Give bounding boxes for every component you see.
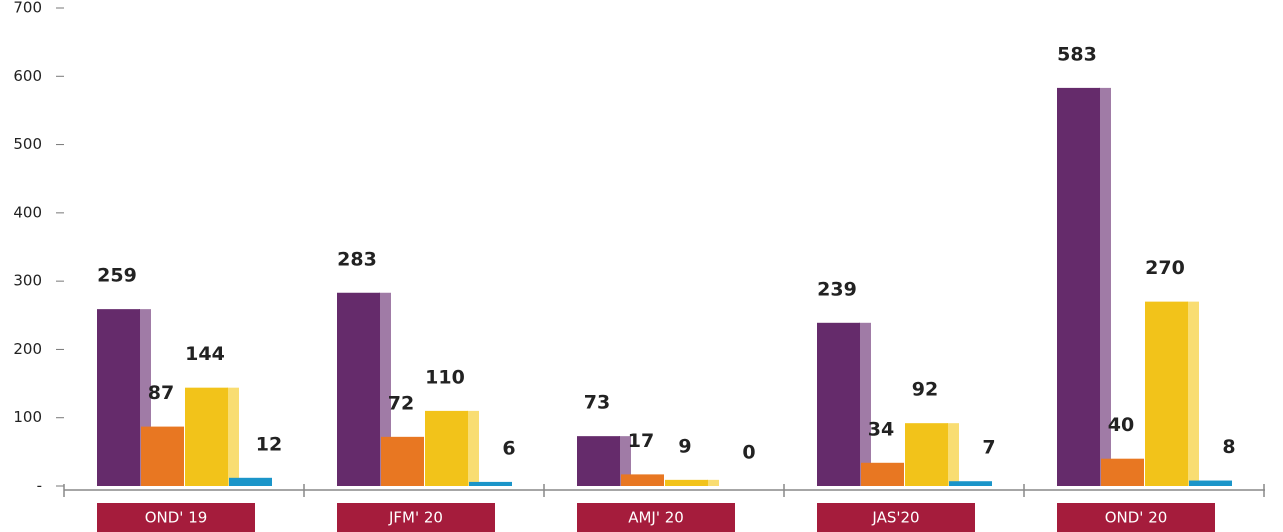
bar <box>1145 301 1188 486</box>
value-label: 72 <box>388 392 414 414</box>
bar <box>621 474 664 486</box>
value-label: 144 <box>185 343 225 365</box>
category-box <box>817 503 975 532</box>
bar <box>577 436 620 486</box>
bar-side <box>947 423 959 486</box>
x-tick-label: OND' 20 <box>1105 509 1168 527</box>
bar <box>185 387 228 486</box>
bar-side <box>859 322 871 486</box>
bar-side <box>619 436 631 486</box>
value-label: 110 <box>425 366 465 388</box>
y-tick-label: 500 <box>13 135 42 153</box>
value-label: 259 <box>97 265 137 287</box>
category-box <box>97 503 255 532</box>
value-label: 87 <box>148 382 174 404</box>
x-tick-label: OND' 19 <box>145 509 208 527</box>
value-label: 7 <box>982 437 995 459</box>
y-tick-label: 300 <box>13 272 42 290</box>
y-tick-label: 200 <box>13 340 42 358</box>
bar <box>905 423 948 486</box>
value-label: 12 <box>256 433 282 455</box>
value-label: 239 <box>817 278 857 300</box>
bar-side <box>707 479 719 486</box>
bar <box>469 481 512 486</box>
bar <box>97 309 140 486</box>
bar <box>141 426 184 486</box>
x-tick-label: AMJ' 20 <box>628 509 684 527</box>
y-tick-label: 100 <box>13 408 42 426</box>
bar-side <box>467 410 479 486</box>
bar-side <box>227 387 239 486</box>
category-box <box>1057 503 1215 532</box>
value-label: 8 <box>1222 436 1235 458</box>
bar <box>229 477 272 486</box>
bar <box>861 462 904 486</box>
bar <box>1189 480 1232 486</box>
bar <box>425 410 468 486</box>
bar <box>381 436 424 486</box>
y-tick-label: - <box>37 477 42 495</box>
y-tick-label: 600 <box>13 67 42 85</box>
value-label: 34 <box>868 418 894 440</box>
bar <box>665 479 708 486</box>
x-tick-label: JAS'20 <box>871 509 919 527</box>
value-label: 92 <box>912 379 938 401</box>
value-label: 0 <box>742 442 755 464</box>
value-label: 583 <box>1057 43 1097 65</box>
value-label: 73 <box>584 392 610 414</box>
bar <box>949 481 992 486</box>
y-tick-label: 400 <box>13 203 42 221</box>
bar <box>1057 87 1100 486</box>
value-label: 9 <box>678 435 691 457</box>
value-label: 270 <box>1145 257 1185 279</box>
bar <box>1101 458 1144 486</box>
value-label: 283 <box>337 248 377 270</box>
category-box <box>577 503 735 532</box>
x-tick-label: JFM' 20 <box>388 509 443 527</box>
bar-side <box>1187 301 1199 486</box>
value-label: 40 <box>1108 414 1134 436</box>
bar <box>817 322 860 486</box>
bar-side <box>1099 87 1111 486</box>
value-label: 6 <box>502 437 515 459</box>
value-label: 17 <box>628 430 654 452</box>
bar <box>337 292 380 486</box>
y-tick-label: 700 <box>13 0 42 17</box>
category-box <box>337 503 495 532</box>
